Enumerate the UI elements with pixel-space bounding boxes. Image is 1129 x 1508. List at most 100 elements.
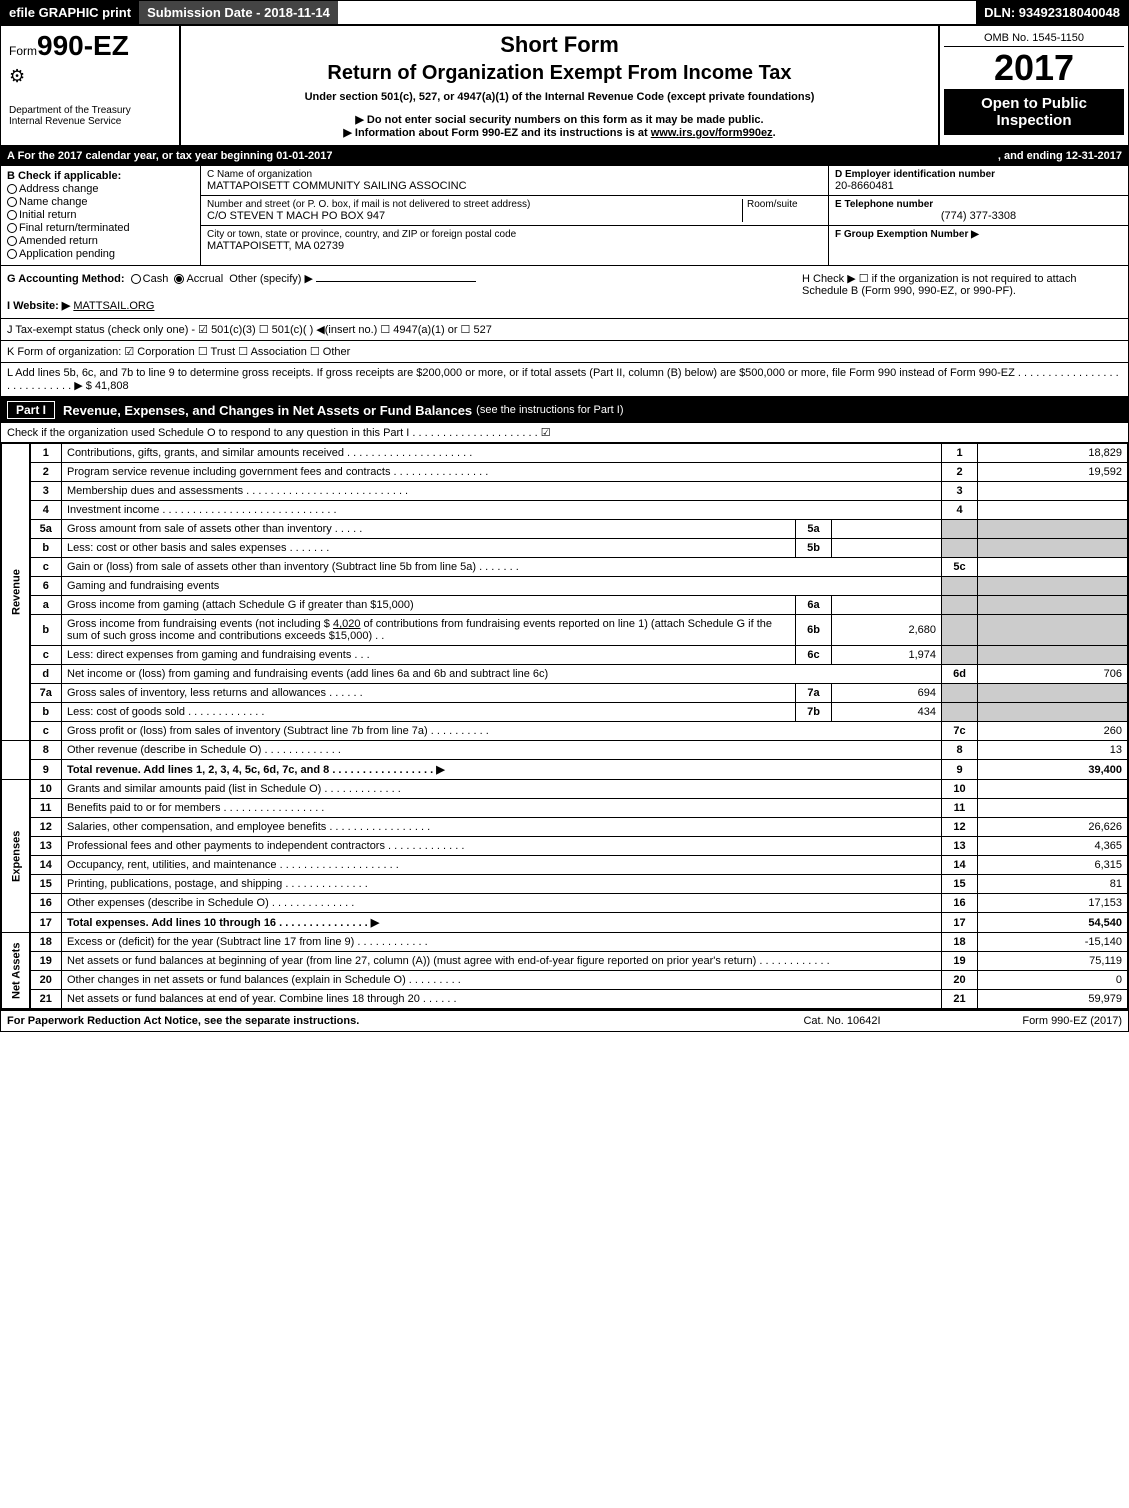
l1-amt: 18,829 <box>978 444 1128 463</box>
l6b-sn: 6b <box>796 615 832 646</box>
l6c-sv: 1,974 <box>832 646 942 665</box>
g-other-input[interactable] <box>316 281 476 282</box>
top-bar: efile GRAPHIC print Submission Date - 20… <box>1 1 1128 26</box>
form-header: Form990-EZ ⚙ Department of the Treasury … <box>1 26 1128 147</box>
l11-rn: 11 <box>942 799 978 818</box>
d-value: 20-8660481 <box>835 180 1122 192</box>
c-name-value: MATTAPOISETT COMMUNITY SAILING ASSOCINC <box>207 180 822 192</box>
l11-amt <box>978 799 1128 818</box>
l2-num: 2 <box>30 463 62 482</box>
g-accrual-radio[interactable] <box>174 274 184 284</box>
line-18: Net Assets 18 Excess or (deficit) for th… <box>2 933 1128 952</box>
l6-shade2 <box>978 577 1128 596</box>
line-7b: b Less: cost of goods sold . . . . . . .… <box>2 703 1128 722</box>
c-city: City or town, state or province, country… <box>201 226 828 255</box>
cat-no: Cat. No. 10642I <box>742 1015 942 1027</box>
l7a-sn: 7a <box>796 684 832 703</box>
l7b-shade1 <box>942 703 978 722</box>
chk-application-pending[interactable]: Application pending <box>7 248 194 260</box>
l21-rn: 21 <box>942 990 978 1009</box>
g-cash-radio[interactable] <box>131 274 141 284</box>
g-label: G Accounting Method: <box>7 273 125 285</box>
line-10: Expenses 10 Grants and similar amounts p… <box>2 780 1128 799</box>
l7b-desc: Less: cost of goods sold . . . . . . . .… <box>62 703 796 722</box>
form-990ez-page: efile GRAPHIC print Submission Date - 20… <box>0 0 1129 1032</box>
l13-desc: Professional fees and other payments to … <box>62 837 942 856</box>
chk-final-return[interactable]: Final return/terminated <box>7 222 194 234</box>
line-5c: c Gain or (loss) from sale of assets oth… <box>2 558 1128 577</box>
part1-header: Part I Revenue, Expenses, and Changes in… <box>1 397 1128 423</box>
l6b-shade1 <box>942 615 978 646</box>
line-20: 20 Other changes in net assets or fund b… <box>2 971 1128 990</box>
l5b-sn: 5b <box>796 539 832 558</box>
l6c-shade1 <box>942 646 978 665</box>
l4-desc: Investment income . . . . . . . . . . . … <box>62 501 942 520</box>
l-text: L Add lines 5b, 6c, and 7b to line 9 to … <box>7 367 1119 392</box>
l17-desc: Total expenses. Add lines 10 through 16 … <box>62 913 942 933</box>
f-group: F Group Exemption Number ▶ <box>829 226 1128 243</box>
line-a-begin: A For the 2017 calendar year, or tax yea… <box>1 147 992 165</box>
section-expenses: Expenses <box>2 780 30 933</box>
i-website-link[interactable]: MATTSAIL.ORG <box>73 300 154 312</box>
l7a-num: 7a <box>30 684 62 703</box>
l5a-shade2 <box>978 520 1128 539</box>
l6c-sn: 6c <box>796 646 832 665</box>
form-number: Form990-EZ <box>9 30 171 62</box>
e-phone: E Telephone number (774) 377-3308 <box>829 196 1128 226</box>
ssn-notice: ▶ Do not enter social security numbers o… <box>189 113 930 126</box>
line-6: 6 Gaming and fundraising events <box>2 577 1128 596</box>
l5c-amt <box>978 558 1128 577</box>
l6a-shade1 <box>942 596 978 615</box>
l6c-desc: Less: direct expenses from gaming and fu… <box>62 646 796 665</box>
l6b-shade2 <box>978 615 1128 646</box>
l20-desc: Other changes in net assets or fund bala… <box>62 971 942 990</box>
efile-print-button[interactable]: efile GRAPHIC print <box>1 1 139 24</box>
line-6a: a Gross income from gaming (attach Sched… <box>2 596 1128 615</box>
part1-sub: Check if the organization used Schedule … <box>1 423 1128 443</box>
l15-num: 15 <box>30 875 62 894</box>
row-gh: G Accounting Method: Cash Accrual Other … <box>1 266 1128 319</box>
line-5b: b Less: cost or other basis and sales ex… <box>2 539 1128 558</box>
l13-rn: 13 <box>942 837 978 856</box>
chk-amended-return[interactable]: Amended return <box>7 235 194 247</box>
l19-desc: Net assets or fund balances at beginning… <box>62 952 942 971</box>
l6b-sv: 2,680 <box>832 615 942 646</box>
section-net-assets: Net Assets <box>2 933 30 1009</box>
line-a-end: , and ending 12-31-2017 <box>992 147 1128 165</box>
l10-amt <box>978 780 1128 799</box>
irs-link[interactable]: www.irs.gov/form990ez <box>651 127 773 139</box>
l5b-shade1 <box>942 539 978 558</box>
c-street: Number and street (or P. O. box, if mail… <box>201 196 828 226</box>
form-prefix: Form <box>9 44 37 58</box>
line-14: 14 Occupancy, rent, utilities, and maint… <box>2 856 1128 875</box>
l7a-shade2 <box>978 684 1128 703</box>
header-right: OMB No. 1545-1150 2017 Open to Public In… <box>938 26 1128 145</box>
l16-desc: Other expenses (describe in Schedule O) … <box>62 894 942 913</box>
l9-rn: 9 <box>942 760 978 780</box>
l7a-desc: Gross sales of inventory, less returns a… <box>62 684 796 703</box>
l6a-sv <box>832 596 942 615</box>
under-section: Under section 501(c), 527, or 4947(a)(1)… <box>189 91 930 103</box>
l6d-num: d <box>30 665 62 684</box>
l4-rn: 4 <box>942 501 978 520</box>
irs: Internal Revenue Service <box>9 116 171 127</box>
c-name: C Name of organization MATTAPOISETT COMM… <box>201 166 828 196</box>
omb-number: OMB No. 1545-1150 <box>944 30 1124 47</box>
c-street-label: Number and street (or P. O. box, if mail… <box>207 199 742 210</box>
info-notice: ▶ Information about Form 990-EZ and its … <box>189 126 930 139</box>
l14-desc: Occupancy, rent, utilities, and maintena… <box>62 856 942 875</box>
l5a-num: 5a <box>30 520 62 539</box>
chk-address-change[interactable]: Address change <box>7 183 194 195</box>
line-7a: 7a Gross sales of inventory, less return… <box>2 684 1128 703</box>
chk-name-change[interactable]: Name change <box>7 196 194 208</box>
l14-rn: 14 <box>942 856 978 875</box>
f-label: F Group Exemption Number ▶ <box>835 229 1122 240</box>
l5b-shade2 <box>978 539 1128 558</box>
e-label: E Telephone number <box>835 199 1122 210</box>
chk-initial-return[interactable]: Initial return <box>7 209 194 221</box>
line-16: 16 Other expenses (describe in Schedule … <box>2 894 1128 913</box>
l5a-sn: 5a <box>796 520 832 539</box>
line-11: 11 Benefits paid to or for members . . .… <box>2 799 1128 818</box>
line-4: 4 Investment income . . . . . . . . . . … <box>2 501 1128 520</box>
l8-amt: 13 <box>978 741 1128 760</box>
